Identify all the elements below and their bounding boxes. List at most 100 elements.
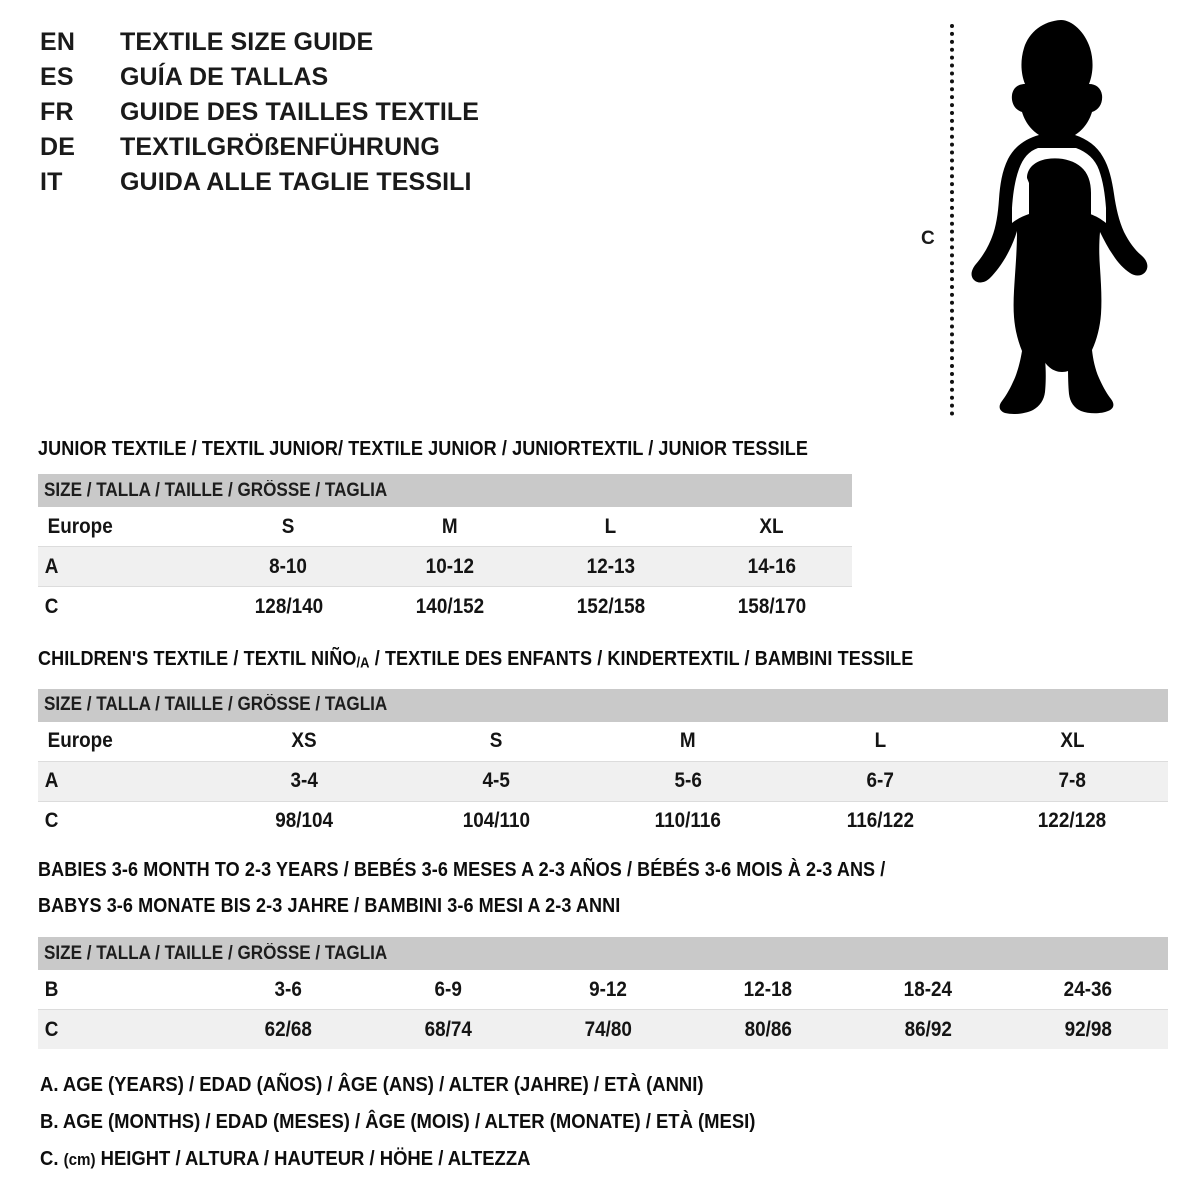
guide-title: GUIDE DES TAILLES TEXTILE (120, 98, 480, 126)
junior-size-table: SIZE / TALLA / TAILLE / GRÖSSE / TAGLIA … (38, 474, 853, 626)
row-label: C (38, 586, 208, 626)
row-label: A (38, 546, 208, 587)
table-row: Europe XS S M L XL (38, 721, 1169, 762)
legend-line-c-rest: HEIGHT / ALTURA / HAUTEUR / HÖHE / ALTEZ… (95, 1147, 531, 1170)
legend-line-c: C. (cm) HEIGHT / ALTURA / HAUTEUR / HÖHE… (40, 1140, 850, 1178)
cell: 68/74 (368, 1009, 528, 1049)
cell: 152/158 (530, 586, 691, 626)
row-label: C (38, 801, 208, 841)
table-row: C 62/68 68/74 74/80 80/86 86/92 92/98 (38, 1009, 1168, 1049)
section-title-children-subscript: /A (356, 655, 370, 672)
cell: 7-8 (976, 761, 1169, 802)
language-row-de: DE TEXTILGRÖßENFÜHRUNG (40, 133, 600, 168)
cell: 110/116 (592, 801, 784, 841)
section-title-children: CHILDREN'S TEXTILE / TEXTIL NIÑO/A / TEX… (38, 644, 1032, 679)
row-label: B (38, 970, 208, 1010)
cell: 6-7 (784, 761, 976, 802)
cell: 158/170 (691, 586, 853, 626)
cell: S (400, 721, 592, 762)
section-title-babies-line1: BABIES 3-6 MONTH TO 2-3 YEARS / BEBÉS 3-… (38, 858, 886, 881)
babies-size-table: SIZE / TALLA / TAILLE / GRÖSSE / TAGLIA … (38, 937, 1168, 1049)
section-junior-textile: JUNIOR TEXTILE / TEXTIL JUNIOR/ TEXTILE … (38, 434, 913, 626)
row-label: Europe (38, 721, 208, 762)
section-title-children-part-b: / TEXTILE DES ENFANTS / KINDERTEXTIL / B… (369, 647, 914, 670)
legend-block: A. AGE (YEARS) / EDAD (AÑOS) / ÂGE (ANS)… (40, 1066, 940, 1178)
section-title-junior: JUNIOR TEXTILE / TEXTIL JUNIOR/ TEXTILE … (38, 437, 808, 460)
height-dotted-line (950, 24, 954, 416)
cell: 74/80 (528, 1009, 688, 1049)
table-row: Europe S M L XL (38, 507, 853, 547)
language-row-es: ES GUÍA DE TALLAS (40, 63, 600, 98)
size-bar-label: SIZE / TALLA / TAILLE / GRÖSSE / TAGLIA (38, 474, 853, 507)
cell: 92/98 (1008, 1009, 1168, 1049)
row-label: A (38, 761, 208, 802)
cell: 10-12 (369, 546, 530, 587)
cell: L (530, 507, 691, 547)
cell: 116/122 (784, 801, 976, 841)
cell: 140/152 (369, 586, 530, 626)
cell: 104/110 (400, 801, 592, 841)
section-babies-textile: BABIES 3-6 MONTH TO 2-3 YEARS / BEBÉS 3-… (38, 855, 1168, 1049)
children-table-header-bar: SIZE / TALLA / TAILLE / GRÖSSE / TAGLIA (38, 688, 1169, 722)
legend-line-a: A. AGE (YEARS) / EDAD (AÑOS) / ÂGE (ANS)… (40, 1073, 704, 1096)
cell: XS (208, 721, 400, 762)
size-bar-label: SIZE / TALLA / TAILLE / GRÖSSE / TAGLIA (38, 937, 1168, 970)
legend-line-c-prefix: C. (40, 1147, 64, 1170)
section-childrens-textile: CHILDREN'S TEXTILE / TEXTIL NIÑO/A / TEX… (38, 644, 1169, 841)
cell: 62/68 (208, 1009, 368, 1049)
legend-line-b: B. AGE (MONTHS) / EDAD (MESES) / ÂGE (MO… (40, 1110, 756, 1133)
table-row: C 128/140 140/152 152/158 158/170 (38, 586, 853, 626)
language-row-it: IT GUIDA ALLE TAGLIE TESSILI (40, 168, 600, 203)
cell: 12-13 (530, 546, 691, 587)
section-title-babies-line2: BABYS 3-6 MONATE BIS 2-3 JAHRE / BAMBINI… (38, 894, 621, 917)
cell: 5-6 (592, 761, 784, 802)
row-label: C (38, 1009, 208, 1049)
row-label: Europe (38, 507, 208, 547)
height-marker-label: C (921, 228, 935, 249)
height-illustration: C (905, 10, 1185, 425)
cell: 3-6 (208, 970, 368, 1010)
language-row-fr: FR GUIDE DES TAILLES TEXTILE (40, 98, 600, 133)
cell: M (592, 721, 784, 762)
cell: XL (976, 721, 1169, 762)
children-size-table: SIZE / TALLA / TAILLE / GRÖSSE / TAGLIA … (38, 688, 1169, 841)
language-code: EN (40, 28, 76, 56)
table-row: B 3-6 6-9 9-12 12-18 18-24 24-36 (38, 970, 1168, 1010)
cell: 6-9 (368, 970, 528, 1010)
guide-title: TEXTILGRÖßENFÜHRUNG (120, 133, 440, 161)
language-code: IT (40, 168, 63, 196)
cell: M (369, 507, 530, 547)
section-title-children-part-a: CHILDREN'S TEXTILE / TEXTIL NIÑO (38, 647, 357, 670)
size-bar-label: SIZE / TALLA / TAILLE / GRÖSSE / TAGLIA (38, 688, 1169, 722)
cell: XL (691, 507, 853, 547)
table-row: A 8-10 10-12 12-13 14-16 (38, 546, 853, 587)
cell: 128/140 (208, 586, 369, 626)
guide-title: GUIDA ALLE TAGLIE TESSILI (120, 168, 472, 196)
cell: S (208, 507, 369, 547)
legend-line-c-unit: (cm) (63, 1150, 96, 1169)
cell: 3-4 (208, 761, 400, 802)
cell: 122/128 (976, 801, 1169, 841)
cell: 18-24 (848, 970, 1008, 1010)
cell: 80/86 (688, 1009, 848, 1049)
cell: L (784, 721, 976, 762)
cell: 8-10 (208, 546, 369, 587)
guide-title: TEXTILE SIZE GUIDE (120, 28, 374, 56)
cell: 24-36 (1008, 970, 1168, 1010)
babies-table-header-bar: SIZE / TALLA / TAILLE / GRÖSSE / TAGLIA (38, 937, 1168, 970)
language-title-list: EN TEXTILE SIZE GUIDE ES GUÍA DE TALLAS … (40, 28, 600, 203)
junior-table-header-bar: SIZE / TALLA / TAILLE / GRÖSSE / TAGLIA (38, 474, 853, 507)
language-code: FR (40, 98, 74, 126)
cell: 4-5 (400, 761, 592, 802)
language-code: DE (40, 133, 76, 161)
language-code: ES (40, 63, 74, 91)
guide-title: GUÍA DE TALLAS (120, 63, 329, 91)
toddler-silhouette-icon (971, 20, 1148, 414)
cell: 98/104 (208, 801, 400, 841)
cell: 12-18 (688, 970, 848, 1010)
cell: 14-16 (691, 546, 853, 587)
language-row-en: EN TEXTILE SIZE GUIDE (40, 28, 600, 63)
cell: 86/92 (848, 1009, 1008, 1049)
cell: 9-12 (528, 970, 688, 1010)
table-row: C 98/104 104/110 110/116 116/122 122/128 (38, 801, 1169, 841)
